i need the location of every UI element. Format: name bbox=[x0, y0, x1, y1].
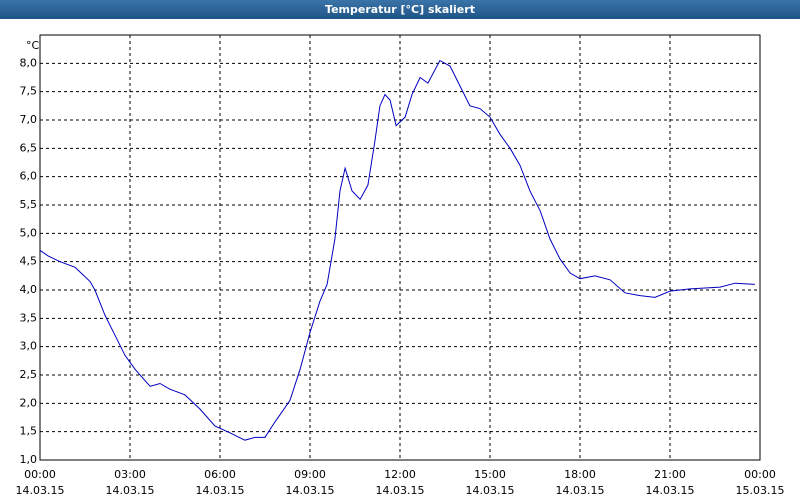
x-tick-label: 15:00 bbox=[474, 468, 506, 481]
x-tick-date: 14.03.15 bbox=[106, 484, 155, 497]
y-tick-label: 5,0 bbox=[20, 226, 38, 239]
y-tick-label: 1,0 bbox=[20, 453, 38, 466]
x-tick-label: 09:00 bbox=[294, 468, 326, 481]
y-tick-label: 6,0 bbox=[20, 170, 38, 183]
temperature-line bbox=[39, 59, 755, 441]
x-tick-label: 12:00 bbox=[384, 468, 416, 481]
y-tick-label: 7,0 bbox=[20, 113, 38, 126]
y-tick-label: 3,5 bbox=[20, 311, 38, 324]
y-tick-label: 2,5 bbox=[20, 368, 38, 381]
y-tick-label: 1,5 bbox=[20, 425, 38, 438]
y-tick-label: 3,0 bbox=[20, 340, 38, 353]
y-tick-label: 6,5 bbox=[20, 141, 38, 154]
y-tick-label: 4,0 bbox=[20, 283, 38, 296]
title-bar bbox=[0, 0, 800, 19]
x-tick-label: 00:00 bbox=[744, 468, 776, 481]
y-tick-label: 5,5 bbox=[20, 198, 38, 211]
y-tick-label: 4,5 bbox=[20, 255, 38, 268]
plot-frame bbox=[39, 34, 761, 461]
x-tick-date: 14.03.15 bbox=[466, 484, 515, 497]
y-tick-label: 7,5 bbox=[20, 85, 38, 98]
x-tick-date: 15.03.15 bbox=[736, 484, 785, 497]
x-tick-label: 21:00 bbox=[654, 468, 686, 481]
x-tick-label: 06:00 bbox=[204, 468, 236, 481]
x-tick-date: 14.03.15 bbox=[556, 484, 605, 497]
x-tick-label: 00:00 bbox=[24, 468, 56, 481]
x-tick-date: 14.03.15 bbox=[376, 484, 425, 497]
x-tick-label: 03:00 bbox=[114, 468, 146, 481]
chart-title: Temperatur [°C] skaliert bbox=[325, 3, 475, 16]
x-tick-date: 14.03.15 bbox=[16, 484, 65, 497]
x-tick-date: 14.03.15 bbox=[286, 484, 335, 497]
x-tick-label: 18:00 bbox=[564, 468, 596, 481]
y-tick-label: 2,0 bbox=[20, 396, 38, 409]
x-tick-date: 14.03.15 bbox=[196, 484, 245, 497]
y-tick-label: 8,0 bbox=[20, 56, 38, 69]
y-unit: °C bbox=[26, 39, 40, 52]
x-tick-date: 14.03.15 bbox=[646, 484, 695, 497]
